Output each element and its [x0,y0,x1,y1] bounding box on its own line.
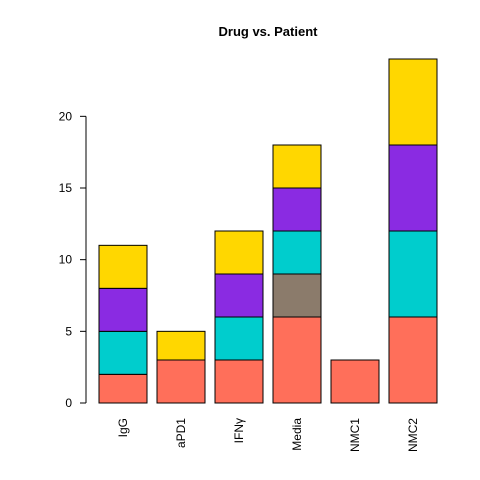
bar-segment [272,273,322,318]
bar-group-1 [156,330,206,404]
bar-segment [272,316,322,404]
bar-segment [272,144,322,189]
bar-segment [98,330,148,375]
bar-segment [388,58,438,146]
bar-segment [214,316,264,361]
bar-segment [214,359,264,404]
x-tick-label: Media [290,418,304,451]
bar-segment [214,273,264,318]
y-tick-label: 5 [65,324,72,338]
bar-group-3 [272,144,322,404]
bar-group-5 [388,58,438,404]
y-axis: 0 5 10 15 20 [59,109,87,410]
x-tick-label: NMC2 [406,418,420,452]
bar-segment [214,230,264,275]
bar-segment [388,316,438,404]
bar-group-0 [98,244,148,404]
x-tick-label: aPD1 [174,418,188,448]
bar-segment [156,359,206,404]
x-axis-labels: IgG aPD1 IFNγ Media NMC1 NMC2 [116,418,420,452]
x-tick-label: IFNγ [232,418,246,443]
x-tick-label: IgG [116,418,130,437]
bar-segment [272,187,322,232]
y-tick-label: 15 [59,181,73,195]
bar-segment [272,230,322,275]
x-tick-label: NMC1 [348,418,362,452]
bar-segment [388,144,438,232]
y-tick-label: 20 [59,109,73,123]
bar-segment [388,230,438,318]
y-tick-label: 0 [65,396,72,410]
bar-segment [156,330,206,361]
bar-segment [98,244,148,289]
chart-title: Drug vs. Patient [219,24,319,39]
bar-group-2 [214,230,264,404]
bar-group-4 [330,359,380,404]
y-tick-label: 10 [59,253,73,267]
bars-layer [98,58,438,404]
bar-segment [330,359,380,404]
bar-segment [98,287,148,332]
bar-segment [98,373,148,404]
